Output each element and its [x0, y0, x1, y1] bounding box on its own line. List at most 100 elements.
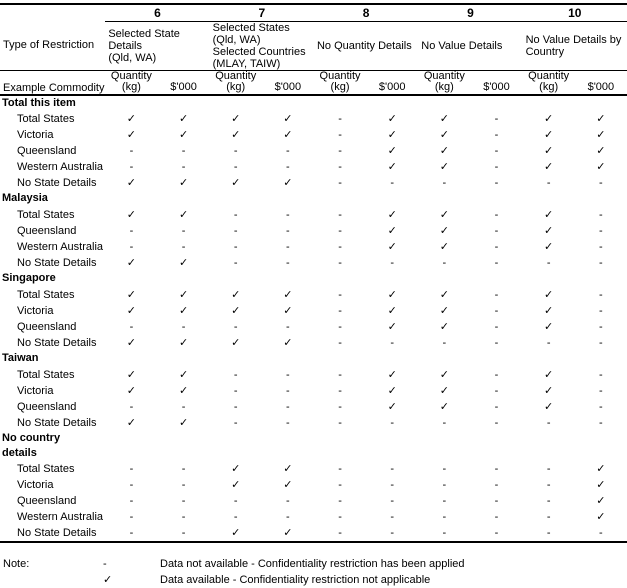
dash-icon: -	[494, 510, 499, 523]
dash-icon: -	[286, 224, 290, 237]
dash-icon: -	[390, 462, 395, 475]
dash-icon: -	[390, 478, 395, 491]
dash-icon: -	[181, 510, 186, 523]
check-icon: ✓	[283, 112, 293, 125]
dash-icon: -	[129, 400, 134, 413]
type-of-restriction-label: Type of Restriction	[0, 21, 106, 71]
check-icon: ✓	[544, 368, 554, 381]
check-icon: ✓	[283, 304, 293, 317]
column-number-7: 7	[209, 4, 314, 22]
column-number-8: 8	[313, 4, 419, 22]
table-row: Total States ✓ ✓ - - - ✓ ✓ - ✓ -	[0, 207, 627, 223]
row-label: Victoria	[17, 384, 54, 397]
dash-icon: -	[338, 510, 342, 523]
check-icon: ✓	[178, 288, 189, 301]
dash-icon: -	[181, 224, 186, 237]
dash-icon: -	[599, 256, 603, 269]
dash-icon: -	[129, 494, 134, 507]
check-icon: ✓	[231, 112, 241, 125]
check-icon: ✓	[596, 462, 606, 475]
dash-icon: -	[494, 112, 499, 125]
table-row: Victoria - - ✓ ✓ - - - - - ✓	[0, 477, 627, 493]
row-label: Total States	[17, 368, 75, 381]
dash-icon: -	[338, 400, 342, 413]
dash-icon: -	[338, 384, 342, 397]
check-icon: ✓	[126, 416, 137, 429]
dash-icon: -	[233, 400, 238, 413]
check-icon: ✓	[178, 208, 189, 221]
dash-icon: -	[338, 494, 342, 507]
dash-icon: -	[181, 526, 186, 539]
dash-icon: -	[494, 208, 499, 221]
row-label: No State Details	[17, 256, 97, 269]
dash-icon: -	[233, 144, 238, 157]
check-icon: ✓	[231, 176, 241, 189]
quantity-kg-header: Quantity (kg)	[522, 70, 575, 96]
dash-icon: -	[286, 416, 290, 429]
check-icon: ✓	[126, 208, 137, 221]
check-icon: ✓	[439, 224, 449, 237]
dash-icon: -	[286, 208, 290, 221]
section-heading-row: Singapore	[0, 271, 627, 287]
check-icon: ✓	[283, 176, 293, 189]
restriction-7: Selected States (Qld, WA) Selected Count…	[209, 21, 314, 71]
dash-icon: -	[494, 494, 499, 507]
dash-icon: -	[546, 510, 551, 523]
row-label: Victoria	[17, 304, 54, 317]
corner-spacer	[0, 4, 105, 21]
kg-label: (kg)	[121, 80, 141, 93]
check-icon: ✓	[178, 176, 189, 189]
dash-icon: -	[494, 384, 499, 397]
row-label: No State Details	[17, 416, 97, 429]
dash-icon: -	[390, 336, 395, 349]
dash-icon: -	[494, 478, 499, 491]
dash-icon: -	[286, 510, 290, 523]
dash-icon: -	[442, 256, 447, 269]
row-label: No State Details	[17, 176, 97, 189]
check-icon: ✓	[596, 510, 606, 523]
check-icon: ✓	[126, 336, 137, 349]
dash-icon: -	[181, 160, 186, 173]
quantity-kg-header: Quantity (kg)	[209, 69, 262, 96]
dash-icon: -	[338, 112, 342, 125]
dash-icon: -	[442, 494, 447, 507]
section-heading-row: Total this item	[0, 95, 627, 111]
quantity-label: Quantity	[215, 69, 257, 82]
table-row: No State Details ✓ ✓ ✓ ✓ - - - - - -	[0, 335, 627, 351]
quantity-label: Quantity	[423, 69, 465, 82]
dash-icon: -	[442, 416, 447, 429]
section-heading: No country details	[2, 431, 61, 459]
note-text-check: Data available - Confidentiality restric…	[160, 573, 431, 586]
dash-icon: -	[546, 478, 551, 491]
value-header: $'000	[261, 70, 314, 96]
check-icon: ✓	[178, 384, 189, 397]
dash-icon: -	[494, 224, 499, 237]
table-row: Queensland - - - - - ✓ ✓ - ✓ -	[0, 223, 627, 239]
check-icon: ✓	[544, 160, 554, 173]
dash-icon: -	[599, 526, 603, 539]
quantity-kg-header: Quantity (kg)	[418, 69, 471, 96]
dash-icon: -	[286, 240, 290, 253]
dash-icon: -	[286, 494, 290, 507]
column-number-10: 10	[522, 4, 627, 22]
dash-icon: -	[181, 400, 186, 413]
dash-icon: -	[546, 462, 551, 475]
dash-icon: -	[599, 176, 603, 189]
dash-icon: -	[494, 160, 499, 173]
dash-icon: -	[338, 526, 342, 539]
dash-icon: -	[286, 144, 290, 157]
dash-icon: -	[129, 144, 134, 157]
check-icon: ✓	[231, 478, 241, 491]
dash-icon: -	[129, 320, 134, 333]
dash-icon: -	[233, 208, 238, 221]
table-row: No State Details ✓ ✓ - - - - - - - -	[0, 415, 627, 431]
check-icon: ✓	[126, 128, 137, 141]
section-heading: Taiwan	[2, 352, 39, 364]
check-icon: ✓	[596, 144, 606, 157]
check-icon: ✓	[439, 208, 449, 221]
check-icon: ✓	[439, 112, 449, 125]
section-heading: Malaysia	[2, 192, 48, 204]
check-icon: ✓	[596, 494, 606, 507]
table-row: Queensland - - - - - ✓ ✓ - ✓ ✓	[0, 143, 627, 159]
